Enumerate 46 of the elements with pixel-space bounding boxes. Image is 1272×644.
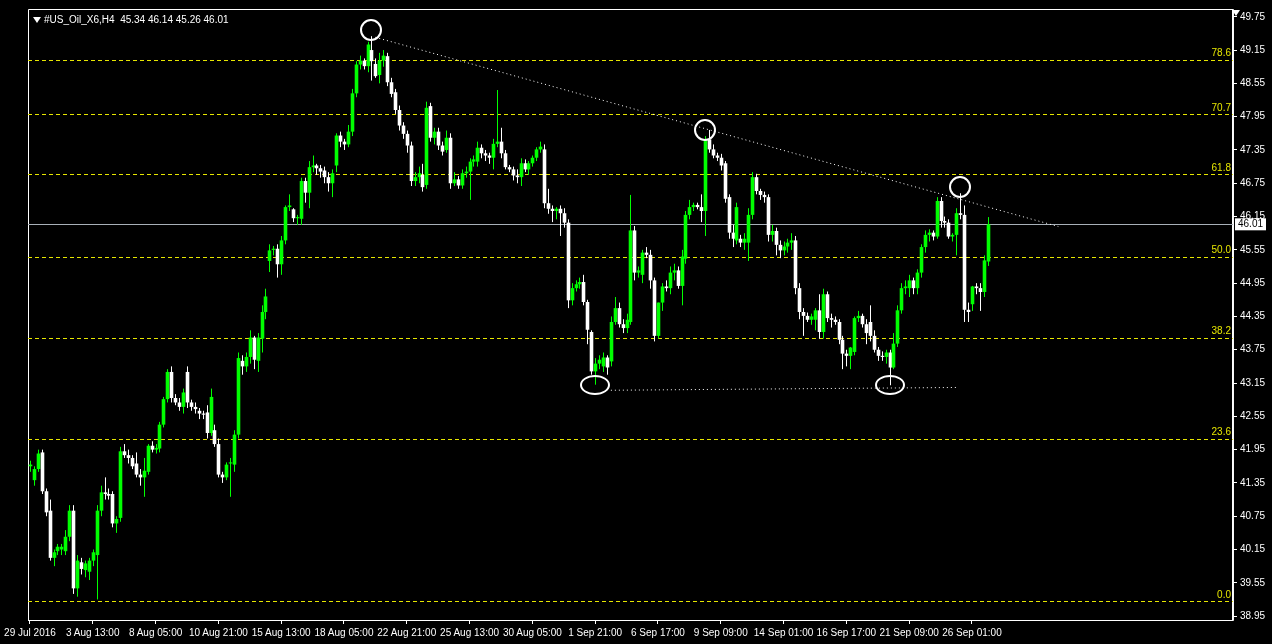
y-tick-label: 38.95 [1239,609,1266,621]
y-tick-label: 47.35 [1239,143,1266,155]
x-tick-label: 25 Aug 13:00 [440,626,500,638]
annotation: 78.6 [1211,47,1232,59]
x-tick-label: 9 Sep 09:00 [693,626,749,638]
y-tick-label: 47.95 [1239,110,1266,122]
x-tick-label: 29 Jul 2016 [4,626,57,638]
y-tick-label: 41.95 [1239,443,1266,455]
x-tick-label: 30 Aug 05:00 [502,626,563,638]
x-tick-label: 14 Sep 01:00 [753,626,814,638]
x-tick-label: 10 Aug 21:00 [188,626,249,638]
annotation: 70.7 [1211,101,1232,113]
candlestick [546,188,551,215]
annotation: 0.0 [1217,588,1232,600]
y-tick-label: 44.95 [1239,276,1266,288]
candlestick [958,192,963,220]
y-tick-label: 44.35 [1239,310,1266,322]
x-tick-label: 8 Aug 05:00 [128,626,183,638]
y-tick-label: 49.75 [1239,10,1266,22]
annotation: 23.6 [1211,426,1232,438]
y-tick-label: 46.75 [1239,177,1266,188]
x-tick-label: 3 Aug 13:00 [66,626,120,638]
annotation: 38.2 [1211,325,1232,337]
x-tick-label: 16 Sep 17:00 [816,626,877,638]
x-tick-label: 26 Sep 01:00 [942,626,1003,638]
x-tick-label: 15 Aug 13:00 [251,626,312,638]
y-tick-label: 39.55 [1239,576,1266,588]
y-tick-label: 42.55 [1239,410,1266,422]
x-tick-label: 1 Sep 21:00 [568,626,623,638]
y-tick-label: 49.15 [1239,43,1266,55]
text: #US_Oil_X6,H4 45.34 46.14 45.26 46.01 [44,13,230,25]
y-tick-label: 43.75 [1239,343,1266,355]
x-tick-label: 18 Aug 05:00 [314,626,374,638]
y-tick-label: 45.55 [1239,243,1266,255]
x-tick-label: 6 Sep 17:00 [630,626,686,638]
ref-line-label: 46.01 [1237,218,1264,230]
annotation: 50.0 [1211,244,1232,256]
x-tick-label: 22 Aug 21:00 [377,626,437,638]
y-tick-label: 41.35 [1239,476,1266,488]
x-tick-label: 21 Sep 09:00 [879,626,940,638]
candlestick [103,476,108,501]
y-tick-label: 40.15 [1239,543,1266,555]
y-tick-label: 40.75 [1239,509,1266,521]
annotation: 61.8 [1211,162,1232,174]
y-tick-label: 43.15 [1239,376,1266,388]
y-tick-label: 48.55 [1239,77,1266,89]
